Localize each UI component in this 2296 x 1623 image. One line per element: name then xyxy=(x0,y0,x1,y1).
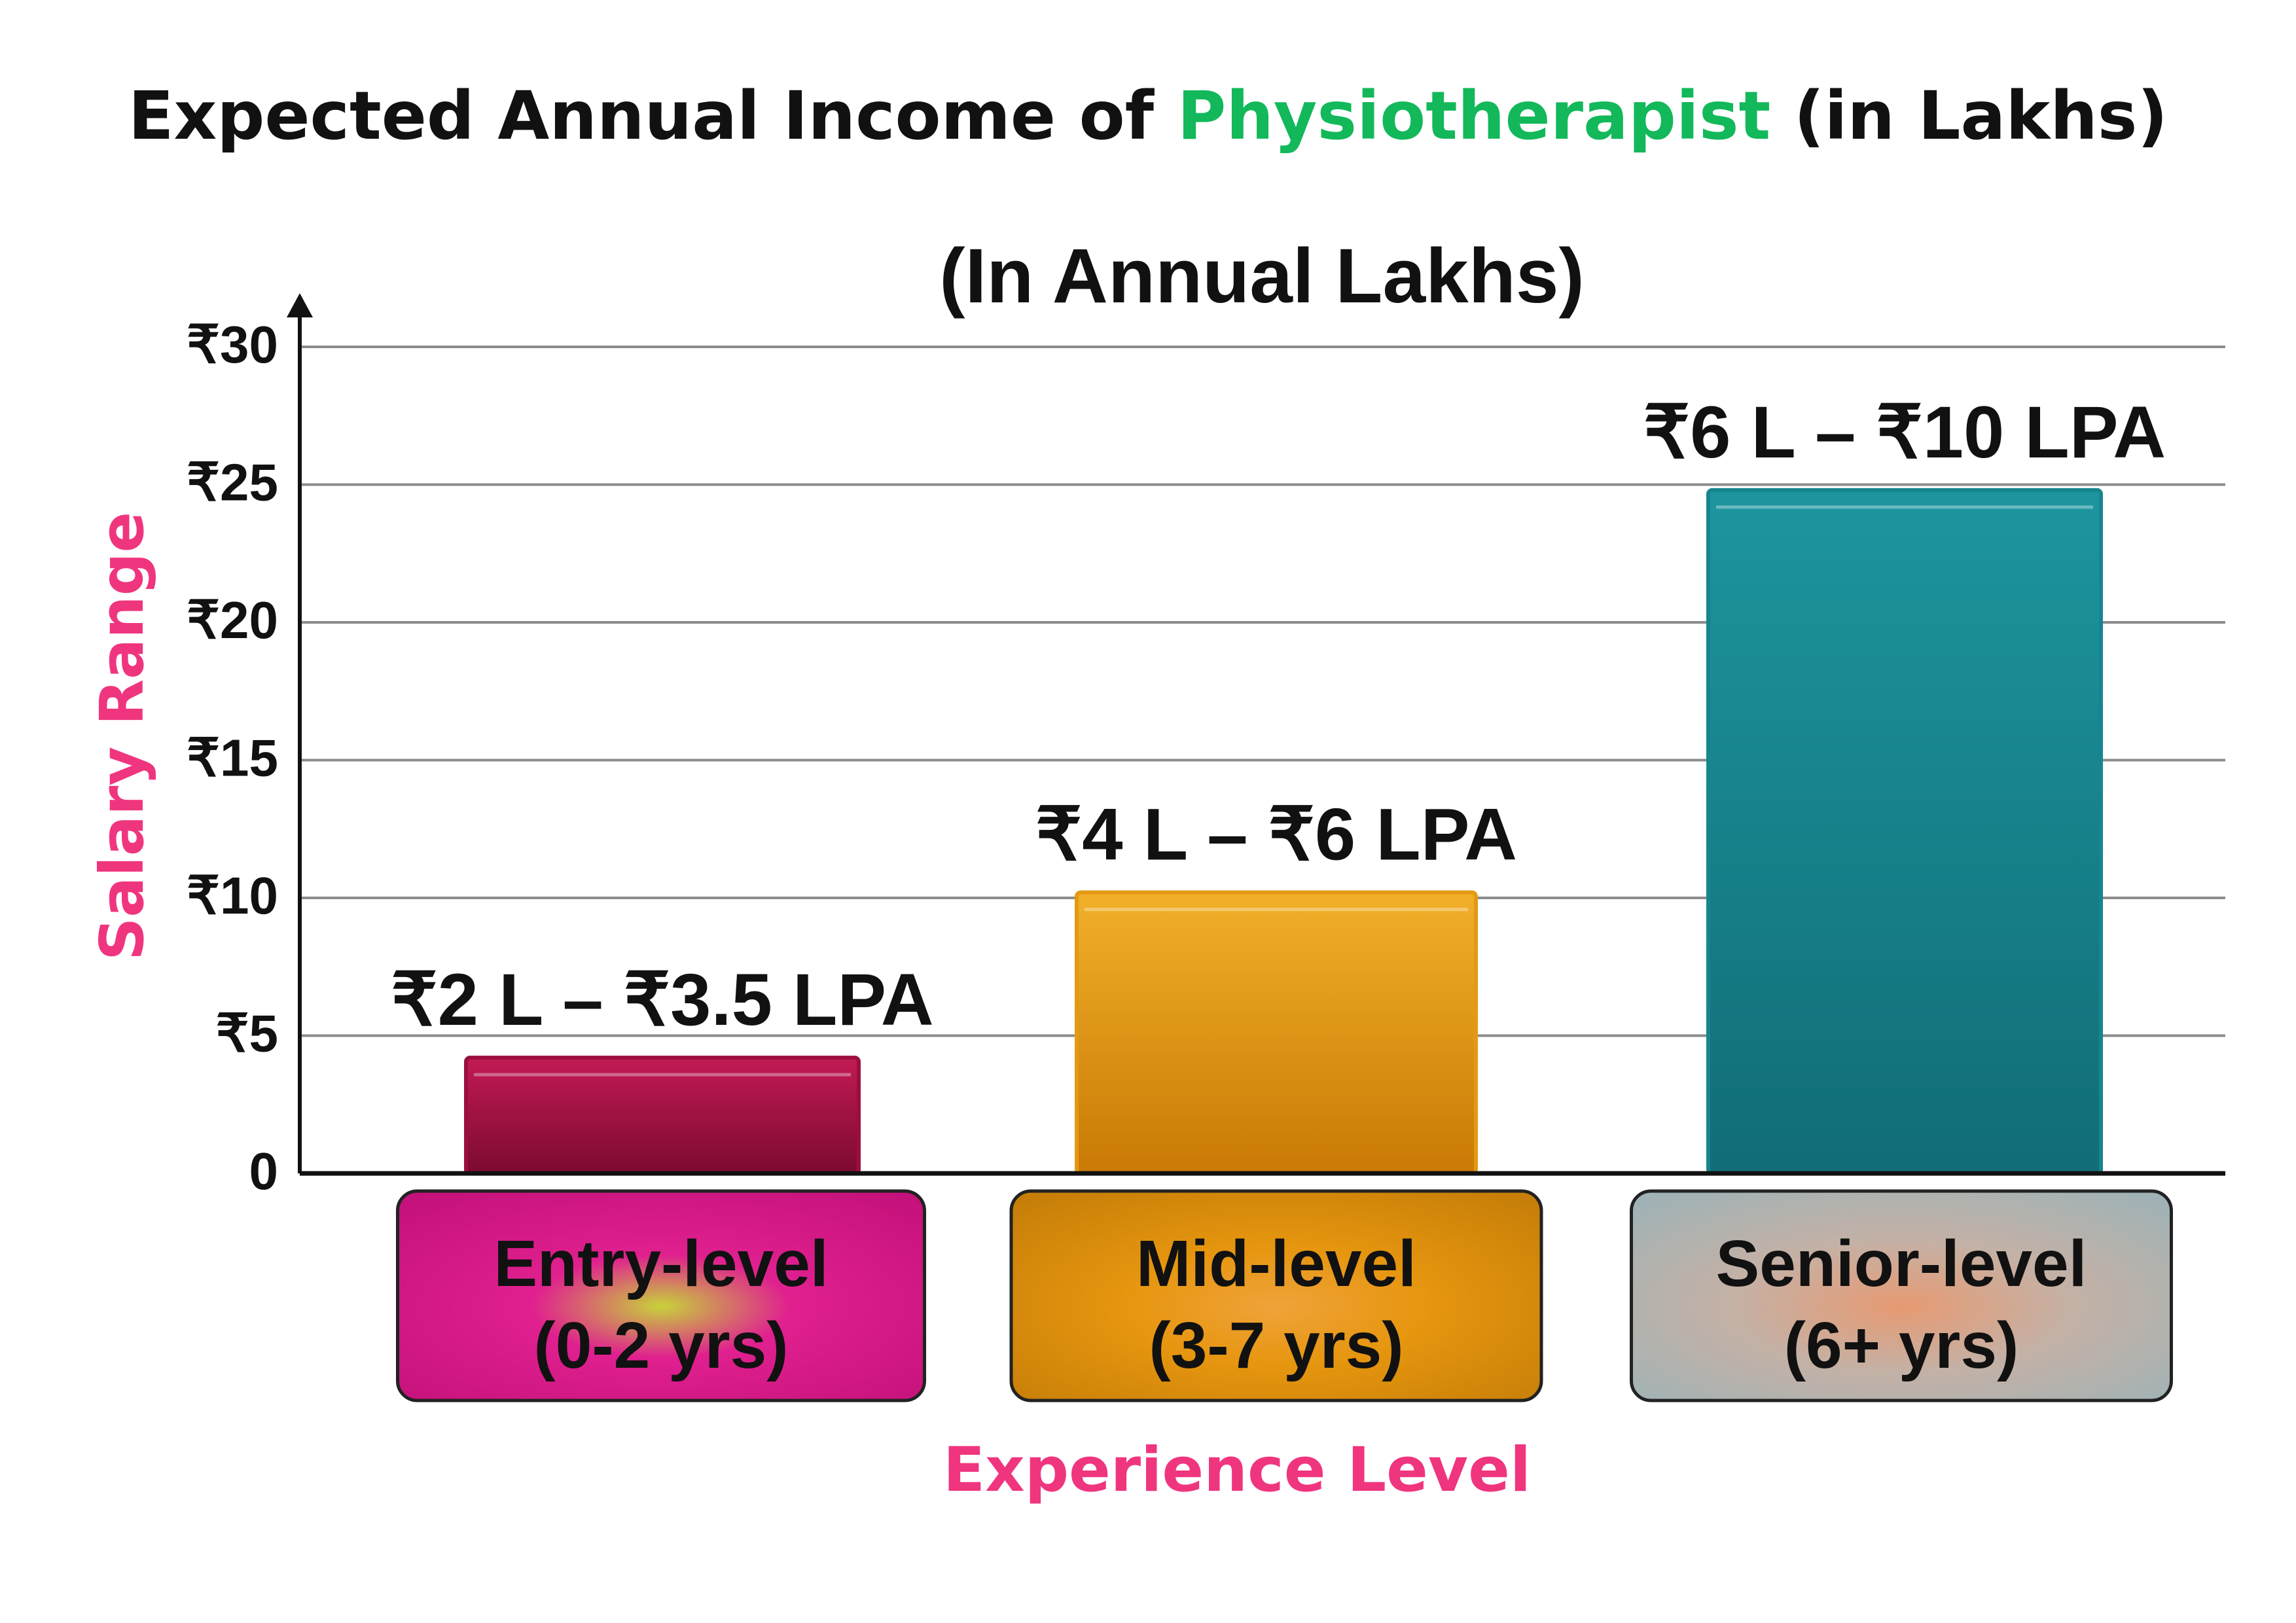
y-tick-labels: 0 ₹5 ₹10 ₹15 ₹20 ₹25 ₹30 xyxy=(187,315,278,1200)
chart-title-highlight: Physiotherapist xyxy=(1177,77,1771,155)
category-box xyxy=(1630,1189,2173,1402)
chart-subtitle: (In Annual Lakhs) xyxy=(939,233,1585,319)
y-tick-label: ₹5 xyxy=(216,1005,278,1063)
category-box xyxy=(396,1189,926,1402)
y-axis-arrow xyxy=(287,293,313,317)
bars xyxy=(464,488,2103,1176)
bar xyxy=(1706,488,2103,1175)
category-label: Entry-level xyxy=(493,1227,828,1300)
bar xyxy=(1075,890,1478,1175)
bar-value-label: ₹2 L – ₹3.5 LPA xyxy=(391,959,933,1041)
axes xyxy=(287,293,2225,1176)
category-sublabel: (0-2 yrs) xyxy=(533,1309,788,1382)
category-label: Mid-level xyxy=(1136,1227,1416,1300)
y-axis-title: Salary Range xyxy=(87,512,157,961)
bar-value-label: ₹4 L – ₹6 LPA xyxy=(1035,794,1517,876)
data-labels: ₹2 L – ₹3.5 LPA ₹4 L – ₹6 LPA ₹6 L – ₹10 L… xyxy=(391,391,2166,1041)
category-label: Senior-level xyxy=(1716,1227,2087,1300)
y-tick-label: ₹20 xyxy=(187,591,278,649)
y-tick-label: ₹30 xyxy=(187,315,278,374)
y-tick-label: ₹15 xyxy=(187,729,278,787)
chart-title: Expected Annual Income of Physiotherapis… xyxy=(128,77,2168,155)
category-sublabel: (6+ yrs) xyxy=(1784,1309,2019,1382)
chart-title-suffix: (in Lakhs) xyxy=(1770,77,2168,155)
chart-title-prefix: Expected Annual Income of xyxy=(128,77,1177,155)
x-axis-title: Experience Level xyxy=(943,1435,1531,1506)
bar-value-label: ₹6 L – ₹10 LPA xyxy=(1643,391,2166,473)
y-tick-label: 0 xyxy=(249,1142,279,1200)
y-tick-label: ₹10 xyxy=(187,866,278,925)
y-tick-label: ₹25 xyxy=(187,454,278,512)
category-sublabel: (3-7 yrs) xyxy=(1149,1309,1403,1382)
category-boxes: Entry-level (0-2 yrs) Mid-level (3-7 yrs) Se… xyxy=(396,1189,2173,1402)
category-box xyxy=(1009,1189,1543,1402)
